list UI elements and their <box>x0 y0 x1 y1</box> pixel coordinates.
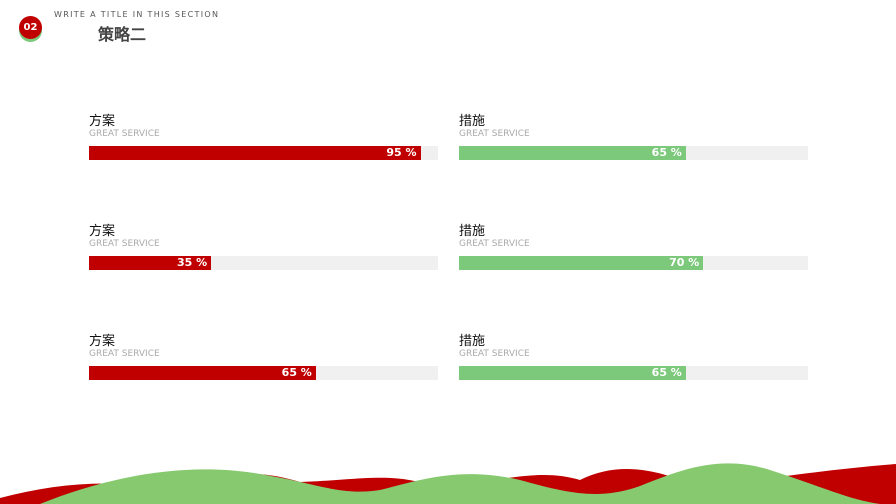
item-title: 措施 <box>459 334 486 349</box>
item-title: 方案 <box>89 334 116 349</box>
progress-fill: 65 % <box>89 366 316 380</box>
progress-track: 35 % <box>89 256 438 270</box>
waves <box>0 463 896 504</box>
progress-fill: 35 % <box>89 256 212 270</box>
progress-track: 95 % <box>89 146 438 160</box>
item-title: 方案 <box>89 224 116 239</box>
item-title: 措施 <box>459 114 486 129</box>
item-subtitle: GREAT SERVICE <box>89 129 160 139</box>
section-title: 策略二 <box>98 25 147 44</box>
value-label: 65 % <box>651 146 682 159</box>
item-title: 方案 <box>89 114 116 129</box>
section-number: 02 <box>19 16 42 39</box>
progress-item: 措施 GREAT SERVICE 65 % <box>459 110 808 160</box>
progress-item: 措施 GREAT SERVICE 65 % <box>459 330 808 380</box>
progress-track: 70 % <box>459 256 808 270</box>
progress-track: 65 % <box>459 366 808 380</box>
progress-fill: 95 % <box>89 146 421 160</box>
progress-fill: 65 % <box>459 366 686 380</box>
value-label: 65 % <box>651 366 682 379</box>
progress-item: 方案 GREAT SERVICE 35 % <box>89 220 438 270</box>
item-subtitle: GREAT SERVICE <box>459 239 530 249</box>
section-caption: WRITE A TITLE IN THIS SECTION <box>54 10 220 19</box>
progress-fill: 65 % <box>459 146 686 160</box>
progress-track: 65 % <box>459 146 808 160</box>
item-subtitle: GREAT SERVICE <box>459 129 530 139</box>
progress-track: 65 % <box>89 366 438 380</box>
value-label: 95 % <box>386 146 417 159</box>
item-subtitle: GREAT SERVICE <box>89 349 160 359</box>
item-subtitle: GREAT SERVICE <box>459 349 530 359</box>
value-label: 65 % <box>281 366 312 379</box>
progress-item: 措施 GREAT SERVICE 70 % <box>459 220 808 270</box>
value-label: 35 % <box>176 256 208 269</box>
item-subtitle: GREAT SERVICE <box>89 239 160 249</box>
value-label: 70 % <box>669 256 700 269</box>
item-title: 措施 <box>459 224 486 239</box>
progress-fill: 70 % <box>459 256 704 270</box>
progress-item: 方案 GREAT SERVICE 65 % <box>89 330 438 380</box>
progress-item: 方案 GREAT SERVICE 95 % <box>89 110 438 160</box>
